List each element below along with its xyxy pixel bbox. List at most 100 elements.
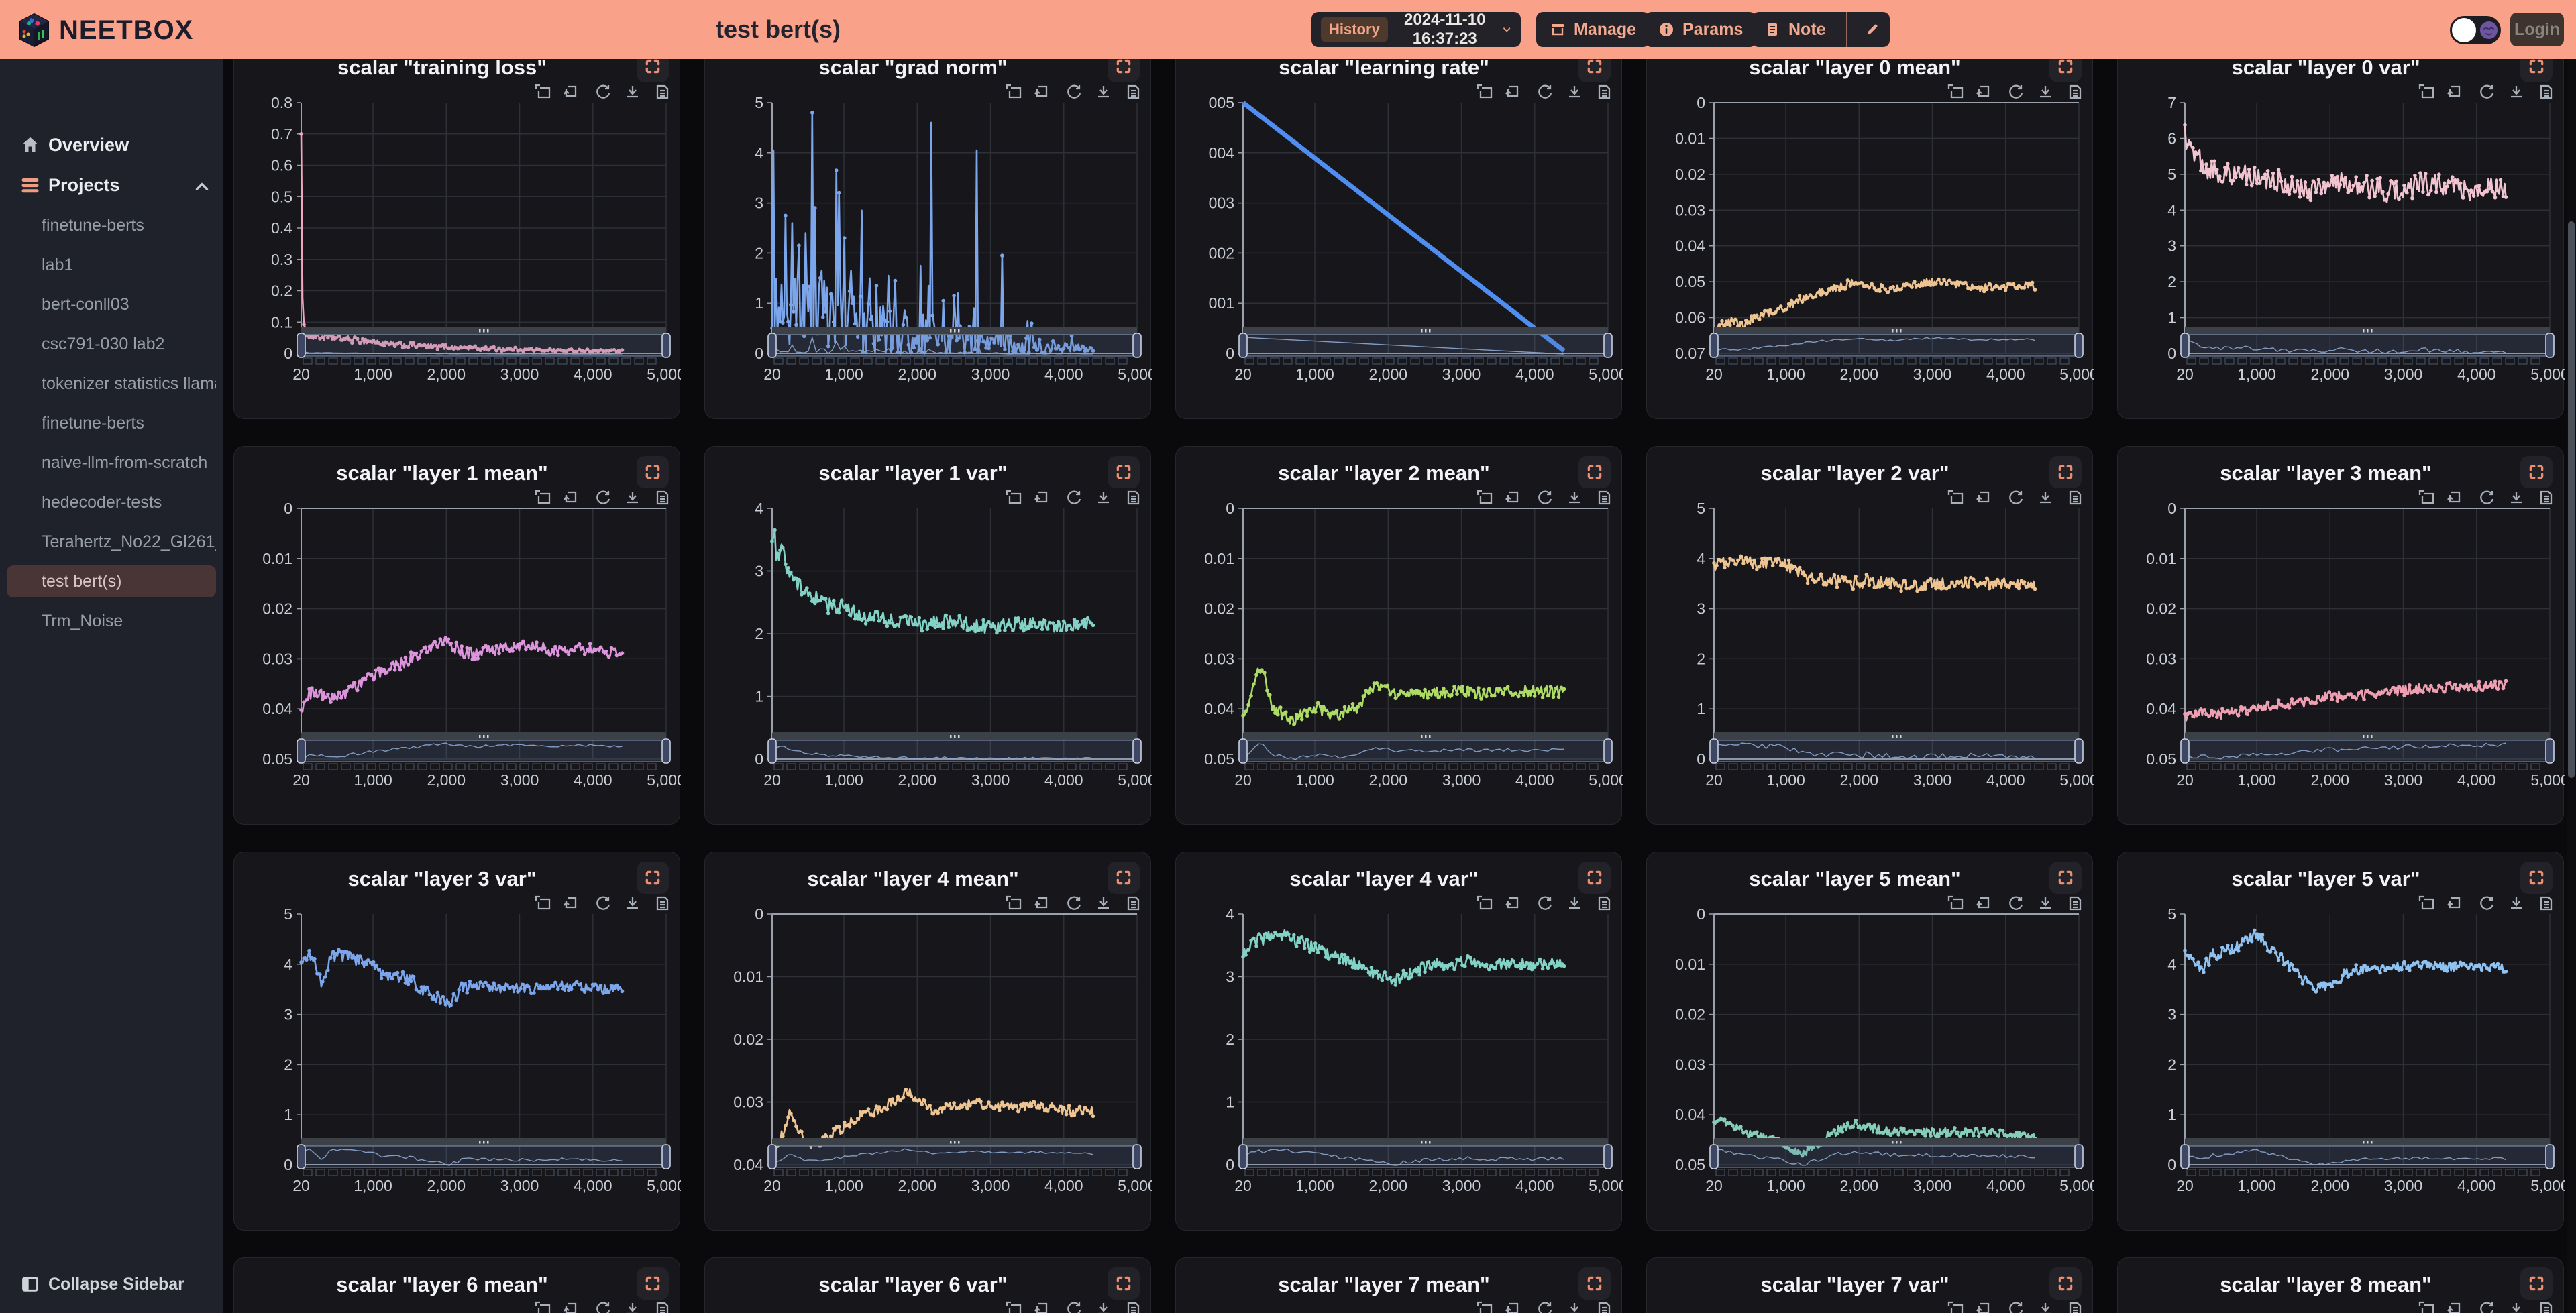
- datazoom-tick: [481, 357, 491, 365]
- sidebar-project-item[interactable]: naive-llm-from-scratch: [42, 453, 208, 472]
- sidebar-item-projects[interactable]: Projects: [0, 169, 223, 201]
- datazoom-handle[interactable]: [661, 333, 671, 358]
- sidebar-project-item[interactable]: finetune-berts: [42, 414, 144, 433]
- fullscreen-button[interactable]: [1578, 1267, 1611, 1300]
- datazoom-handle[interactable]: [767, 1144, 777, 1169]
- datazoom-handle[interactable]: [297, 1144, 306, 1169]
- manage-button[interactable]: Manage: [1536, 12, 1650, 47]
- sidebar-project-item[interactable]: tokenizer statistics llama...: [42, 374, 216, 393]
- sidebar-project-item[interactable]: csc791-030 lab2: [42, 335, 165, 353]
- datazoom-handle[interactable]: [1238, 738, 1248, 764]
- datazoom-handle[interactable]: [2074, 1144, 2084, 1169]
- vertical-scrollbar[interactable]: [2567, 59, 2576, 1313]
- sidebar-project-item[interactable]: Trm_Noise: [42, 612, 123, 630]
- datazoom-handle[interactable]: [1603, 1144, 1613, 1169]
- fullscreen-button[interactable]: [2520, 456, 2553, 488]
- datazoom-handle[interactable]: [1709, 1144, 1719, 1169]
- sidebar-item-overview[interactable]: Overview: [0, 129, 223, 161]
- datazoom-handle[interactable]: [1603, 738, 1613, 764]
- fullscreen-button[interactable]: [1108, 862, 1140, 894]
- series-point: [2011, 1133, 2016, 1137]
- scrollbar-thumb[interactable]: [2568, 221, 2575, 778]
- chart-plot[interactable]: 00.010.020.030.04201,0002,0003,0004,0005…: [234, 1258, 681, 1313]
- datazoom-handle[interactable]: [1132, 1144, 1142, 1169]
- fullscreen-button[interactable]: [2520, 862, 2553, 894]
- datazoom-handle[interactable]: [767, 738, 777, 764]
- note-main[interactable]: Note: [1752, 12, 1838, 47]
- chart-plot[interactable]: 00.010.020.030.04201,0002,0003,0004,0005…: [1176, 1258, 1623, 1313]
- datazoom-handle[interactable]: [1132, 333, 1142, 358]
- datazoom-handle[interactable]: [2074, 738, 2084, 764]
- datazoom-handle[interactable]: [2180, 738, 2190, 764]
- series-point: [532, 991, 536, 995]
- datazoom-handle[interactable]: [2074, 333, 2084, 358]
- sidebar-project-item[interactable]: bert-conll03: [42, 295, 129, 314]
- params-button[interactable]: Params: [1645, 12, 1757, 47]
- collapse-sidebar-button[interactable]: Collapse Sidebar: [0, 1268, 223, 1300]
- series-point: [2212, 159, 2216, 163]
- datazoom-tick: [2212, 763, 2222, 770]
- fullscreen-button[interactable]: [1578, 456, 1611, 488]
- datazoom-handle[interactable]: [661, 1144, 671, 1169]
- chart-plot[interactable]: 00.010.020.030.04201,0002,0003,0004,0005…: [2118, 1258, 2565, 1313]
- series-point: [1014, 350, 1018, 355]
- fullscreen-button[interactable]: [1108, 1267, 1140, 1300]
- brand[interactable]: NEETBOX: [19, 13, 193, 47]
- datazoom-handle[interactable]: [2545, 738, 2555, 764]
- note-button[interactable]: Note: [1752, 12, 1890, 47]
- datazoom-handle[interactable]: [1238, 1144, 1248, 1169]
- sidebar-project-item[interactable]: finetune-berts: [42, 216, 144, 235]
- datazoom-handle[interactable]: [1709, 333, 1719, 358]
- edit-note-button[interactable]: [1855, 12, 1890, 47]
- sidebar-project-item[interactable]: test bert(s): [7, 565, 216, 597]
- datazoom-handle[interactable]: [661, 738, 671, 764]
- theme-toggle[interactable]: [2450, 16, 2501, 44]
- login-button[interactable]: Login: [2510, 13, 2564, 46]
- datazoom-handle[interactable]: [1709, 738, 1719, 764]
- sidebar-project-item[interactable]: lab1: [42, 255, 74, 274]
- datazoom-tick: [532, 357, 542, 365]
- datazoom-handle[interactable]: [1603, 333, 1613, 358]
- datazoom-handle[interactable]: [2545, 1144, 2555, 1169]
- datazoom-handle[interactable]: [297, 738, 306, 764]
- fullscreen-button[interactable]: [2049, 862, 2082, 894]
- fullscreen-button[interactable]: [1108, 456, 1140, 488]
- sidebar-project-item[interactable]: Terahertz_No22_Gl261_gl...: [42, 532, 216, 551]
- sidebar-project-item[interactable]: hedecoder-tests: [42, 493, 162, 512]
- fullscreen-button[interactable]: [637, 456, 669, 488]
- history-dropdown[interactable]: History 2024-11-10 16:37:23: [1311, 11, 1521, 48]
- fullscreen-button[interactable]: [2049, 456, 2082, 488]
- datazoom-handle[interactable]: [2545, 333, 2555, 358]
- datazoom-handle[interactable]: [2180, 1144, 2190, 1169]
- datazoom-handle[interactable]: [1132, 738, 1142, 764]
- fullscreen-button[interactable]: [2049, 1267, 2082, 1300]
- datazoom-handle[interactable]: [767, 333, 777, 358]
- fullscreen-button[interactable]: [637, 862, 669, 894]
- datazoom-tick: [443, 357, 453, 365]
- datazoom-handle[interactable]: [2180, 333, 2190, 358]
- fullscreen-button[interactable]: [637, 1267, 669, 1300]
- datazoom-handle[interactable]: [1238, 333, 1248, 358]
- datazoom-grip-dots: [479, 329, 481, 333]
- fullscreen-button[interactable]: [2520, 1267, 2553, 1300]
- datazoom-handle[interactable]: [297, 333, 306, 358]
- series-point: [492, 650, 496, 654]
- fullscreen-button[interactable]: [1578, 862, 1611, 894]
